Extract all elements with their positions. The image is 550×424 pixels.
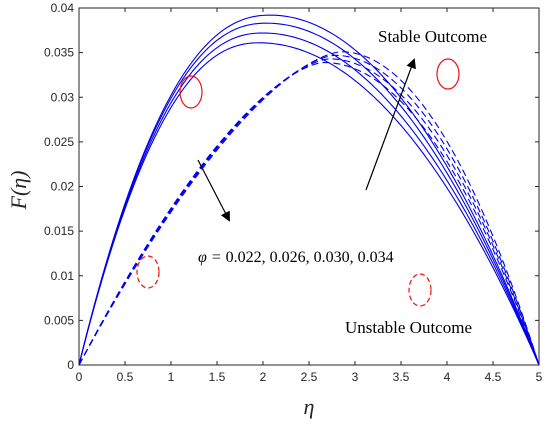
y-tick-label: 0.03 (51, 90, 75, 104)
y-tick-label: 0.015 (44, 224, 74, 238)
stable-trend-arrow (365, 58, 416, 191)
axis-ticks: 0 0.5 1 1.5 2 2.5 3 3.5 4 4.5 5 0 0.005 0.01 0.015 0.02… (44, 1, 543, 384)
stable-ellipse-marker-right (436, 58, 460, 90)
stable-curve-2 (78, 22, 540, 366)
y-tick-label: 0.01 (51, 269, 75, 283)
y-tick-label: 0.04 (51, 1, 75, 15)
x-tick-label: 4.5 (485, 370, 502, 384)
x-tick-label: 1 (168, 370, 175, 384)
x-tick-label: 3 (352, 370, 359, 384)
unstable-curve-4 (78, 61, 540, 366)
data-curves (78, 14, 540, 366)
phi-prefix: φ = (198, 249, 226, 266)
y-tick-label: 0.02 (51, 180, 75, 194)
x-tick-label: 1.5 (209, 370, 226, 384)
phi-parameter-label: φ = 0.022, 0.026, 0.030, 0.034 (198, 249, 394, 266)
stable-ellipse-marker-left (179, 75, 203, 109)
x-tick-label: 2 (260, 370, 267, 384)
x-tick-label: 0.5 (117, 370, 134, 384)
unstable-ellipse-marker-right (408, 273, 432, 307)
y-tick-label: 0.035 (44, 46, 74, 60)
unstable-ellipse-marker-left (136, 255, 160, 289)
x-tick-label: 5 (536, 370, 543, 384)
y-tick-label: 0.025 (44, 135, 74, 149)
x-tick-label: 0 (76, 370, 83, 384)
y-axis-label: F(η) (6, 170, 31, 210)
stable-curve-4 (78, 42, 540, 366)
stable-curve-1 (78, 14, 540, 366)
unstable-trend-arrow (197, 159, 230, 222)
phi-values: 0.022, 0.026, 0.030, 0.034 (226, 249, 394, 266)
y-tick-label: 0 (67, 358, 74, 372)
x-tick-label: 3.5 (393, 370, 410, 384)
x-tick-label: 2.5 (301, 370, 318, 384)
stable-outcome-label: Stable Outcome (378, 27, 487, 46)
ellipse-markers (136, 58, 460, 307)
stable-curve-3 (78, 32, 540, 366)
unstable-outcome-label: Unstable Outcome (345, 318, 472, 337)
y-tick-label: 0.005 (44, 313, 74, 327)
x-axis-label: η (304, 394, 315, 419)
x-tick-label: 4 (444, 370, 451, 384)
